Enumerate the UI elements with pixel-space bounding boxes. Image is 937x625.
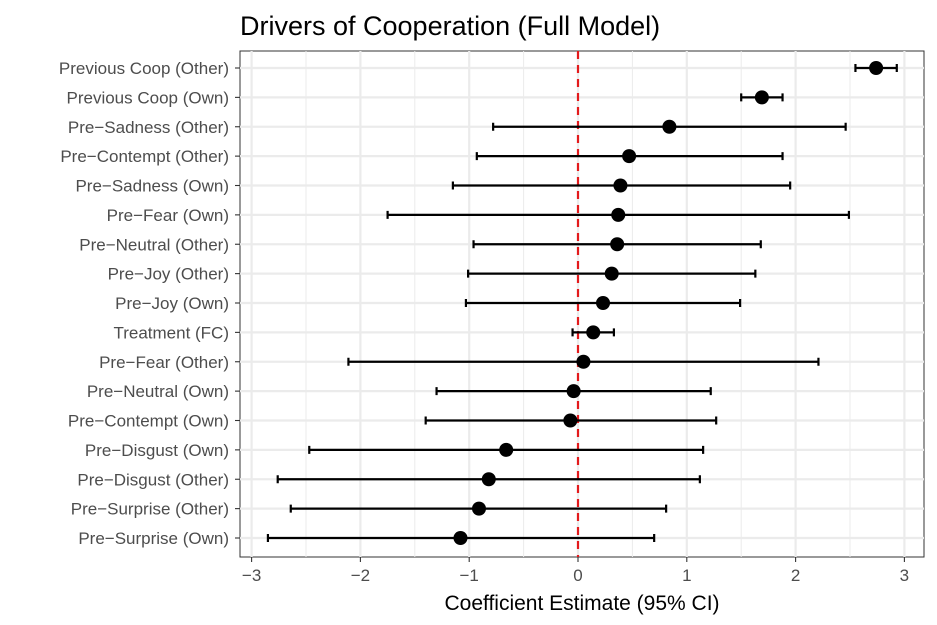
point-estimate bbox=[499, 442, 514, 457]
point-estimate bbox=[662, 119, 677, 134]
point-estimate bbox=[471, 501, 486, 516]
x-tick-label: 0 bbox=[573, 566, 582, 585]
y-axis-labels: Previous Coop (Other) Previous Coop (Own)… bbox=[59, 59, 240, 548]
x-tick-label: 2 bbox=[791, 566, 800, 585]
y-axis-label: Pre−Fear (Other) bbox=[99, 353, 229, 372]
y-axis-label: Pre−Contempt (Own) bbox=[68, 412, 229, 431]
point-estimate bbox=[610, 237, 625, 252]
y-axis-label: Pre−Sadness (Other) bbox=[68, 118, 229, 137]
point-estimate bbox=[611, 207, 626, 222]
y-axis-label: Pre−Disgust (Other) bbox=[77, 470, 229, 489]
point-estimate bbox=[586, 325, 601, 340]
y-axis-label: Pre−Surprise (Other) bbox=[71, 500, 229, 519]
point-estimate bbox=[453, 531, 468, 545]
x-axis-ticks: −3 −2 −1 0 1 2 3 bbox=[242, 557, 909, 585]
point-estimate bbox=[754, 90, 769, 105]
x-axis-title: Coefficient Estimate (95% CI) bbox=[444, 592, 719, 615]
y-axis-label: Pre−Contempt (Other) bbox=[60, 147, 229, 166]
point-estimate bbox=[566, 384, 581, 399]
point-estimate bbox=[596, 296, 611, 310]
y-axis-label: Pre−Neutral (Own) bbox=[87, 382, 229, 401]
y-axis-label: Pre−Joy (Own) bbox=[115, 294, 229, 313]
x-tick-label: −2 bbox=[351, 566, 370, 585]
y-axis-label: Pre−Neutral (Other) bbox=[79, 235, 229, 254]
y-axis-label: Pre−Surprise (Own) bbox=[78, 529, 229, 548]
x-tick-label: 1 bbox=[682, 566, 691, 585]
point-estimate bbox=[481, 472, 496, 487]
y-axis-label: Pre−Disgust (Own) bbox=[85, 441, 229, 460]
point-estimate bbox=[604, 266, 619, 281]
x-tick-label: −3 bbox=[242, 566, 261, 585]
x-tick-label: −1 bbox=[460, 566, 479, 585]
y-axis-label: Pre−Fear (Own) bbox=[107, 206, 229, 225]
y-axis-label: Previous Coop (Other) bbox=[59, 59, 229, 78]
point-estimates bbox=[453, 61, 884, 545]
y-axis-label: Previous Coop (Own) bbox=[66, 88, 229, 107]
error-bars bbox=[266, 64, 898, 542]
chart-title: Drivers of Cooperation (Full Model) bbox=[240, 11, 660, 41]
y-axis-label: Pre−Sadness (Own) bbox=[75, 177, 229, 196]
point-estimate bbox=[869, 61, 884, 75]
point-estimate bbox=[613, 178, 628, 193]
y-axis-label: Treatment (FC) bbox=[113, 323, 229, 342]
x-tick-label: 3 bbox=[900, 566, 909, 585]
point-estimate bbox=[622, 149, 637, 164]
point-estimate bbox=[563, 413, 578, 428]
point-estimate bbox=[576, 354, 591, 369]
y-axis-label: Pre−Joy (Other) bbox=[108, 265, 229, 284]
